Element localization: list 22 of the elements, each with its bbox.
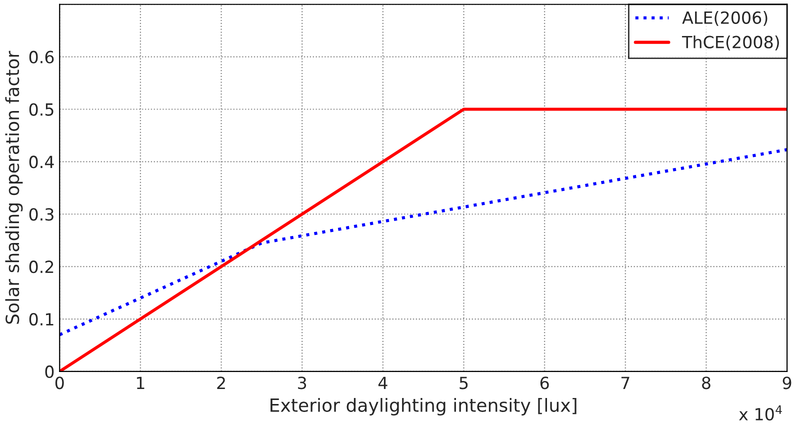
legend-label: ThCE(2008) xyxy=(682,36,779,50)
y-tick-label: 0.5 xyxy=(29,103,54,116)
y-tick-label: 0.4 xyxy=(29,156,54,168)
y-axis-title: Solar shading operation factor xyxy=(5,50,23,324)
y-tick-label: 0.1 xyxy=(29,312,54,326)
y-tick-label: 0 xyxy=(45,365,54,378)
x-tick-label: 3 xyxy=(298,376,306,390)
text: x 10$^{4}$ xyxy=(739,405,782,421)
x-tick-label: 4 xyxy=(378,376,388,389)
x-tick-label: 1 xyxy=(136,376,144,389)
legend-label: ALE(2006) xyxy=(682,11,768,26)
x-tick-label: 5 xyxy=(460,376,468,390)
x-tick-label: 2 xyxy=(217,376,225,389)
x-tick-label: 9 xyxy=(782,376,792,390)
x-tick-label: 7 xyxy=(621,376,630,389)
x-tick-label: 8 xyxy=(702,376,710,390)
y-tick-label: 0.6 xyxy=(29,50,54,64)
x-tick-label: 0 xyxy=(55,376,64,390)
y-tick-label: 0.2 xyxy=(29,260,54,274)
y-tick-label: 0.3 xyxy=(29,208,54,221)
x-axis-title: Exterior daylighting intensity [lux] xyxy=(270,398,576,416)
x-tick-label: 6 xyxy=(540,376,549,390)
